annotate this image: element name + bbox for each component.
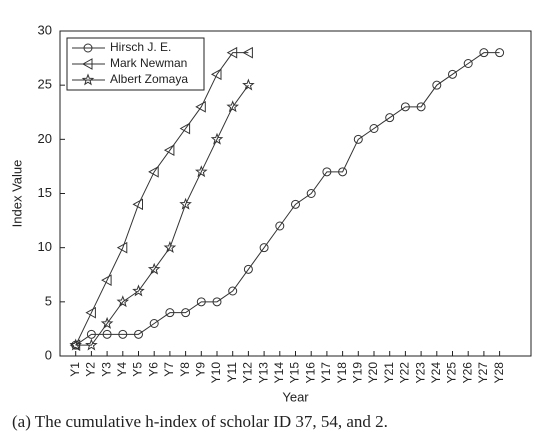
y-tick-label: 10 [38, 239, 52, 254]
marker [226, 46, 238, 59]
x-tick-label: Y20 [366, 362, 380, 384]
marker [275, 221, 285, 231]
x-tick-label: Y12 [241, 362, 255, 384]
marker [83, 43, 93, 53]
marker [85, 338, 98, 351]
marker [195, 165, 208, 178]
x-tick-label: Y2 [84, 362, 98, 377]
marker [81, 58, 93, 70]
marker [385, 113, 395, 123]
marker [353, 134, 363, 144]
y-axis-label: Index Value [9, 160, 24, 228]
marker [179, 197, 192, 210]
x-tick-label: Y10 [209, 362, 223, 384]
x-tick-label: Y19 [350, 362, 364, 384]
series-line [75, 52, 249, 346]
marker [322, 167, 332, 177]
x-tick-label: Y15 [288, 362, 302, 384]
x-tick-label: Y14 [272, 362, 286, 384]
x-tick-label: Y6 [146, 362, 160, 377]
y-tick-label: 30 [38, 22, 52, 37]
marker [116, 241, 128, 254]
x-tick-label: Y11 [225, 362, 239, 383]
marker [432, 80, 442, 90]
marker [69, 338, 82, 351]
marker [101, 274, 112, 287]
marker [212, 297, 222, 307]
marker [100, 316, 114, 329]
marker [369, 124, 379, 133]
x-tick-label: Y5 [131, 362, 145, 377]
marker [181, 308, 191, 318]
marker [463, 59, 473, 68]
marker [196, 297, 206, 307]
legend-label: Hirsch J. E. [110, 40, 171, 54]
x-tick-label: Y9 [193, 362, 207, 377]
marker [479, 48, 489, 58]
marker [132, 198, 143, 211]
marker [210, 132, 224, 145]
marker [149, 319, 159, 328]
marker [147, 262, 161, 275]
marker [195, 100, 206, 113]
caption: (a) The cumulative h-index of scholar ID… [12, 412, 388, 431]
series-line [75, 52, 500, 346]
marker [132, 284, 145, 297]
marker [134, 329, 143, 339]
marker [118, 329, 128, 339]
x-tick-label: Y16 [303, 362, 317, 384]
marker [448, 69, 457, 79]
x-tick-label: Y3 [99, 362, 113, 377]
marker [242, 46, 253, 59]
marker [291, 199, 300, 209]
x-tick-label: Y1 [68, 362, 82, 377]
marker [163, 144, 175, 157]
marker [85, 306, 96, 319]
marker [416, 102, 426, 112]
legend-label: Mark Newman [110, 56, 187, 70]
marker [163, 241, 177, 254]
marker [228, 286, 238, 296]
x-tick-label: Y23 [413, 362, 427, 384]
x-tick-label: Y27 [476, 362, 490, 384]
y-tick-label: 0 [45, 347, 52, 362]
y-tick-label: 25 [38, 77, 52, 92]
marker [81, 73, 95, 86]
marker [226, 100, 239, 113]
x-tick-label: Y18 [335, 362, 349, 384]
marker [243, 264, 253, 274]
marker [165, 308, 175, 318]
marker [148, 165, 159, 178]
marker [86, 329, 96, 339]
marker [179, 122, 191, 135]
y-tick-label: 5 [45, 293, 52, 308]
marker [116, 295, 130, 308]
x-tick-label: Y21 [382, 362, 396, 384]
marker [210, 68, 222, 81]
x-tick-label: Y8 [178, 362, 192, 377]
x-tick-label: Y25 [445, 362, 459, 384]
legend-label: Albert Zomaya [110, 72, 188, 86]
marker [259, 243, 269, 253]
x-tick-label: Y28 [492, 362, 506, 384]
x-tick-label: Y13 [256, 362, 270, 384]
x-tick-label: Y4 [115, 362, 129, 377]
x-tick-label: Y22 [398, 362, 412, 384]
marker [495, 48, 505, 58]
x-tick-label: Y24 [429, 362, 443, 384]
marker [338, 167, 348, 177]
y-tick-label: 15 [38, 185, 52, 200]
series-line [75, 84, 249, 346]
marker [102, 329, 112, 339]
x-tick-label: Y26 [460, 362, 474, 384]
marker [400, 102, 410, 112]
marker [242, 78, 255, 91]
x-tick-label: Y17 [319, 362, 333, 384]
marker [306, 189, 316, 198]
y-tick-label: 20 [38, 131, 52, 146]
x-tick-label: Y7 [162, 362, 176, 377]
x-axis-label: Year [282, 389, 309, 404]
